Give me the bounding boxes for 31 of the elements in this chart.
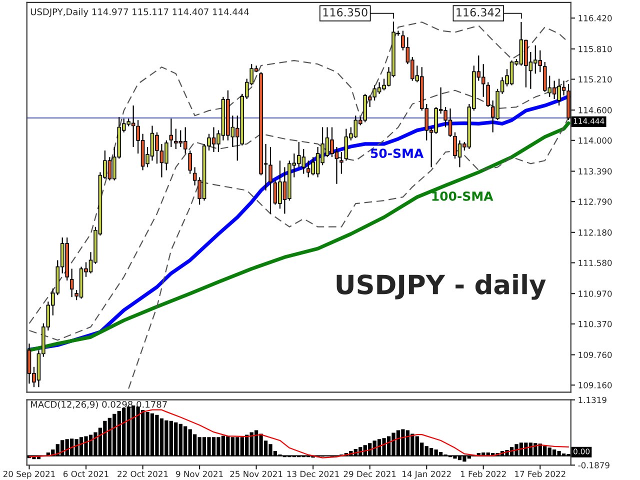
y-tick-label: 111.580: [578, 260, 612, 266]
x-tick-label: 22 Oct 2021: [118, 470, 168, 478]
x-tick-label: 17 Feb 2022: [515, 470, 566, 478]
x-tick-label: 9 Nov 2021: [176, 470, 223, 478]
x-tick-label: 1 Feb 2022: [461, 470, 506, 478]
series-label: 100-SMA: [432, 191, 494, 201]
y-tick-label: 1.1319: [578, 396, 606, 404]
text: USDJPY,Daily 114.977 115.117 114.407 114.444: [30, 8, 249, 17]
y-tick-label: 109.760: [578, 352, 612, 358]
y-tick-label: 112.790: [578, 198, 612, 205]
y-tick-label: 114.000: [578, 137, 612, 144]
y-tick-label: 115.210: [578, 76, 612, 83]
y-tick-label: 115.810: [578, 46, 612, 52]
y-tick-label: 116.420: [578, 15, 612, 22]
y-tick-label: 114.600: [578, 107, 612, 114]
series-label: 50-SMA: [370, 148, 424, 158]
x-tick-label: 13 Dec 2021: [287, 470, 339, 478]
y-tick-label: 110.370: [578, 320, 612, 328]
y-tick-label: 110.970: [578, 290, 612, 297]
x-tick-label: 25 Nov 2021: [230, 470, 282, 478]
y-tick-label: 113.390: [578, 168, 612, 175]
annotation: 116.350: [323, 8, 368, 17]
annotation: USDJPY - daily: [336, 274, 546, 300]
y-tick-label: 109.160: [578, 382, 612, 388]
x-tick-label: 29 Dec 2021: [344, 470, 396, 478]
y-tick-label: -0.1879: [578, 462, 610, 468]
y-tick-label: 112.180: [578, 229, 612, 236]
x-tick-label: 20 Sep 2021: [3, 470, 55, 479]
annotation: 116.342: [456, 8, 500, 17]
x-tick-label: 6 Oct 2021: [63, 470, 108, 478]
x-tick-label: 14 Jan 2022: [402, 470, 451, 479]
